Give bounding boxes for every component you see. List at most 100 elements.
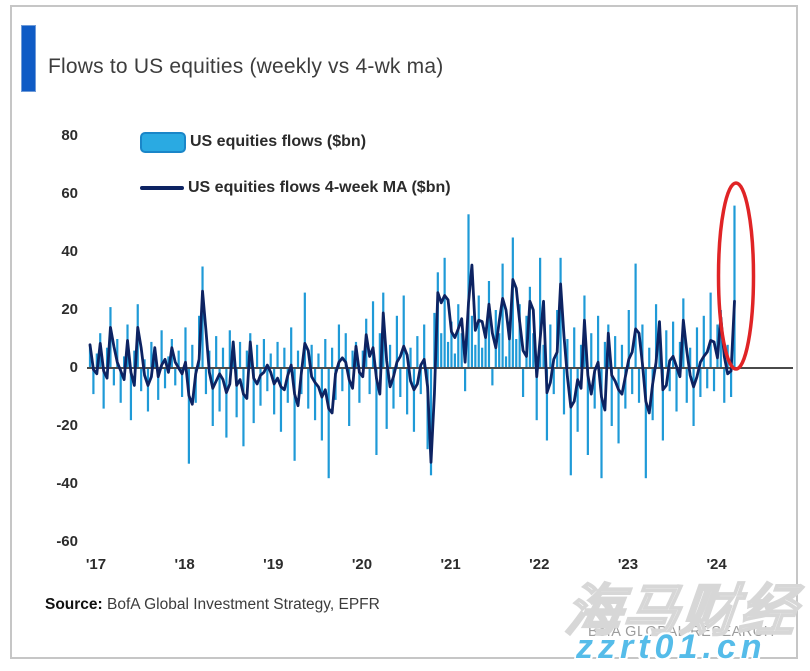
weekly-flow-bar [204,368,208,395]
bofa-global-research-watermark: BofA GLOBAL RESEARCH [588,624,775,640]
weekly-flow-bar [395,315,398,368]
x-tick-label: '18 [174,556,195,573]
weekly-flow-bar [150,341,153,368]
highlight-ellipse [716,181,756,371]
weekly-flow-bar [481,347,484,368]
weekly-flow-bar [146,368,150,412]
weekly-flow-bar [624,368,627,409]
weekly-flow-bar [92,368,95,395]
weekly-flow-bar [610,368,613,426]
weekly-flow-bar [283,347,286,368]
weekly-flow-bar [351,350,354,368]
bar-series-swatch-icon [140,131,186,153]
url-watermark: zzrt01.cn [576,628,767,666]
source-label: Source: [45,596,103,613]
weekly-flow-bar [658,339,661,368]
weekly-flow-bar [576,368,579,432]
y-tick-label: -60 [56,533,78,550]
weekly-flow-bar [303,292,306,368]
weekly-flow-bar [429,368,433,476]
weekly-flow-bar [692,368,695,426]
weekly-flow-bar [521,368,525,397]
weekly-flow-bar [712,368,716,392]
weekly-flow-bar [245,350,248,368]
weekly-flow-bar [665,330,668,368]
weekly-flow-bar [187,368,190,464]
weekly-flow-bar [419,368,422,395]
weekly-flow-bar [163,368,167,389]
weekly-flow-bar [262,339,266,368]
weekly-flow-bar [215,336,218,368]
weekly-flow-bar [293,368,296,461]
y-tick-label: -20 [56,417,78,434]
weekly-flow-bar [627,310,630,368]
weekly-flow-bar [307,368,310,409]
weekly-flow-bar [153,353,156,368]
weekly-flow-bar [729,368,733,397]
weekly-flow-bar [140,368,143,392]
y-tick-label: 80 [61,127,78,144]
weekly-flow-bar [180,368,184,397]
x-tick-label: '22 [529,556,550,573]
weekly-flow-bar [143,359,146,368]
weekly-flow-bar [545,368,549,441]
weekly-flow-bar [252,368,255,424]
weekly-flow-bar [498,333,501,368]
weekly-flow-bar [464,368,467,392]
weekly-flow-bar [324,339,327,368]
weekly-flow-bar [689,347,692,368]
weekly-flow-bar [695,327,699,368]
weekly-flow-bar [310,344,313,368]
weekly-flow-bar [232,353,235,368]
weekly-flow-bar [504,356,508,368]
weekly-flow-bar [566,339,569,368]
weekly-flow-bar [603,341,607,368]
line-series-swatch-icon [140,186,184,190]
weekly-flow-bar [569,368,572,476]
weekly-flow-bar [378,333,381,368]
weekly-flow-bar [542,344,545,368]
weekly-flow-bar [620,344,624,368]
weekly-flow-bar [614,336,617,368]
weekly-flow-bar [416,336,419,368]
weekly-flow-bar [409,347,412,368]
source-line: Source: BofA Global Investment Strategy,… [45,596,380,614]
weekly-flow-bar [532,333,535,368]
chart-title: Flows to US equities (weekly vs 4-wk ma) [48,55,444,78]
weekly-flow-bar [348,368,351,426]
weekly-flow-bar [133,350,136,368]
weekly-flow-bar [433,312,436,368]
weekly-flow-bar [344,333,347,368]
weekly-flow-bar [661,368,664,441]
weekly-flow-bar [388,344,392,368]
weekly-flow-bar [491,368,494,386]
legend-item-bars: US equities flows ($bn) [140,131,366,153]
weekly-flow-bar [440,333,443,368]
weekly-flow-bar [450,321,453,368]
weekly-flow-bar [412,368,416,432]
weekly-flow-bar [484,327,487,368]
weekly-flow-bar [535,368,538,421]
weekly-flow-bar [668,368,671,392]
weekly-flow-bar [593,368,596,409]
weekly-flow-bar [477,295,480,368]
x-tick-label: '21 [440,556,461,573]
weekly-flow-bar [539,257,542,368]
weekly-flow-bar [508,321,511,368]
weekly-flow-bar [518,304,521,368]
x-tick-label: '19 [263,556,284,573]
weekly-flow-bar [453,353,456,368]
weekly-flow-bar [549,324,552,368]
weekly-flow-bar [719,310,722,368]
x-tick-label: '23 [617,556,639,573]
weekly-flow-bar [487,281,491,368]
weekly-flow-bar [238,341,242,368]
legend-item-ma-line: US equities flows 4-week MA ($bn) [140,177,451,199]
weekly-flow-bar [327,368,330,479]
weekly-flow-bar [617,368,620,444]
weekly-flow-bar [637,368,641,403]
weekly-flow-bar [286,368,289,403]
weekly-flow-bar [573,327,576,368]
weekly-flow-bar [112,368,115,386]
y-tick-label: 60 [61,185,78,202]
